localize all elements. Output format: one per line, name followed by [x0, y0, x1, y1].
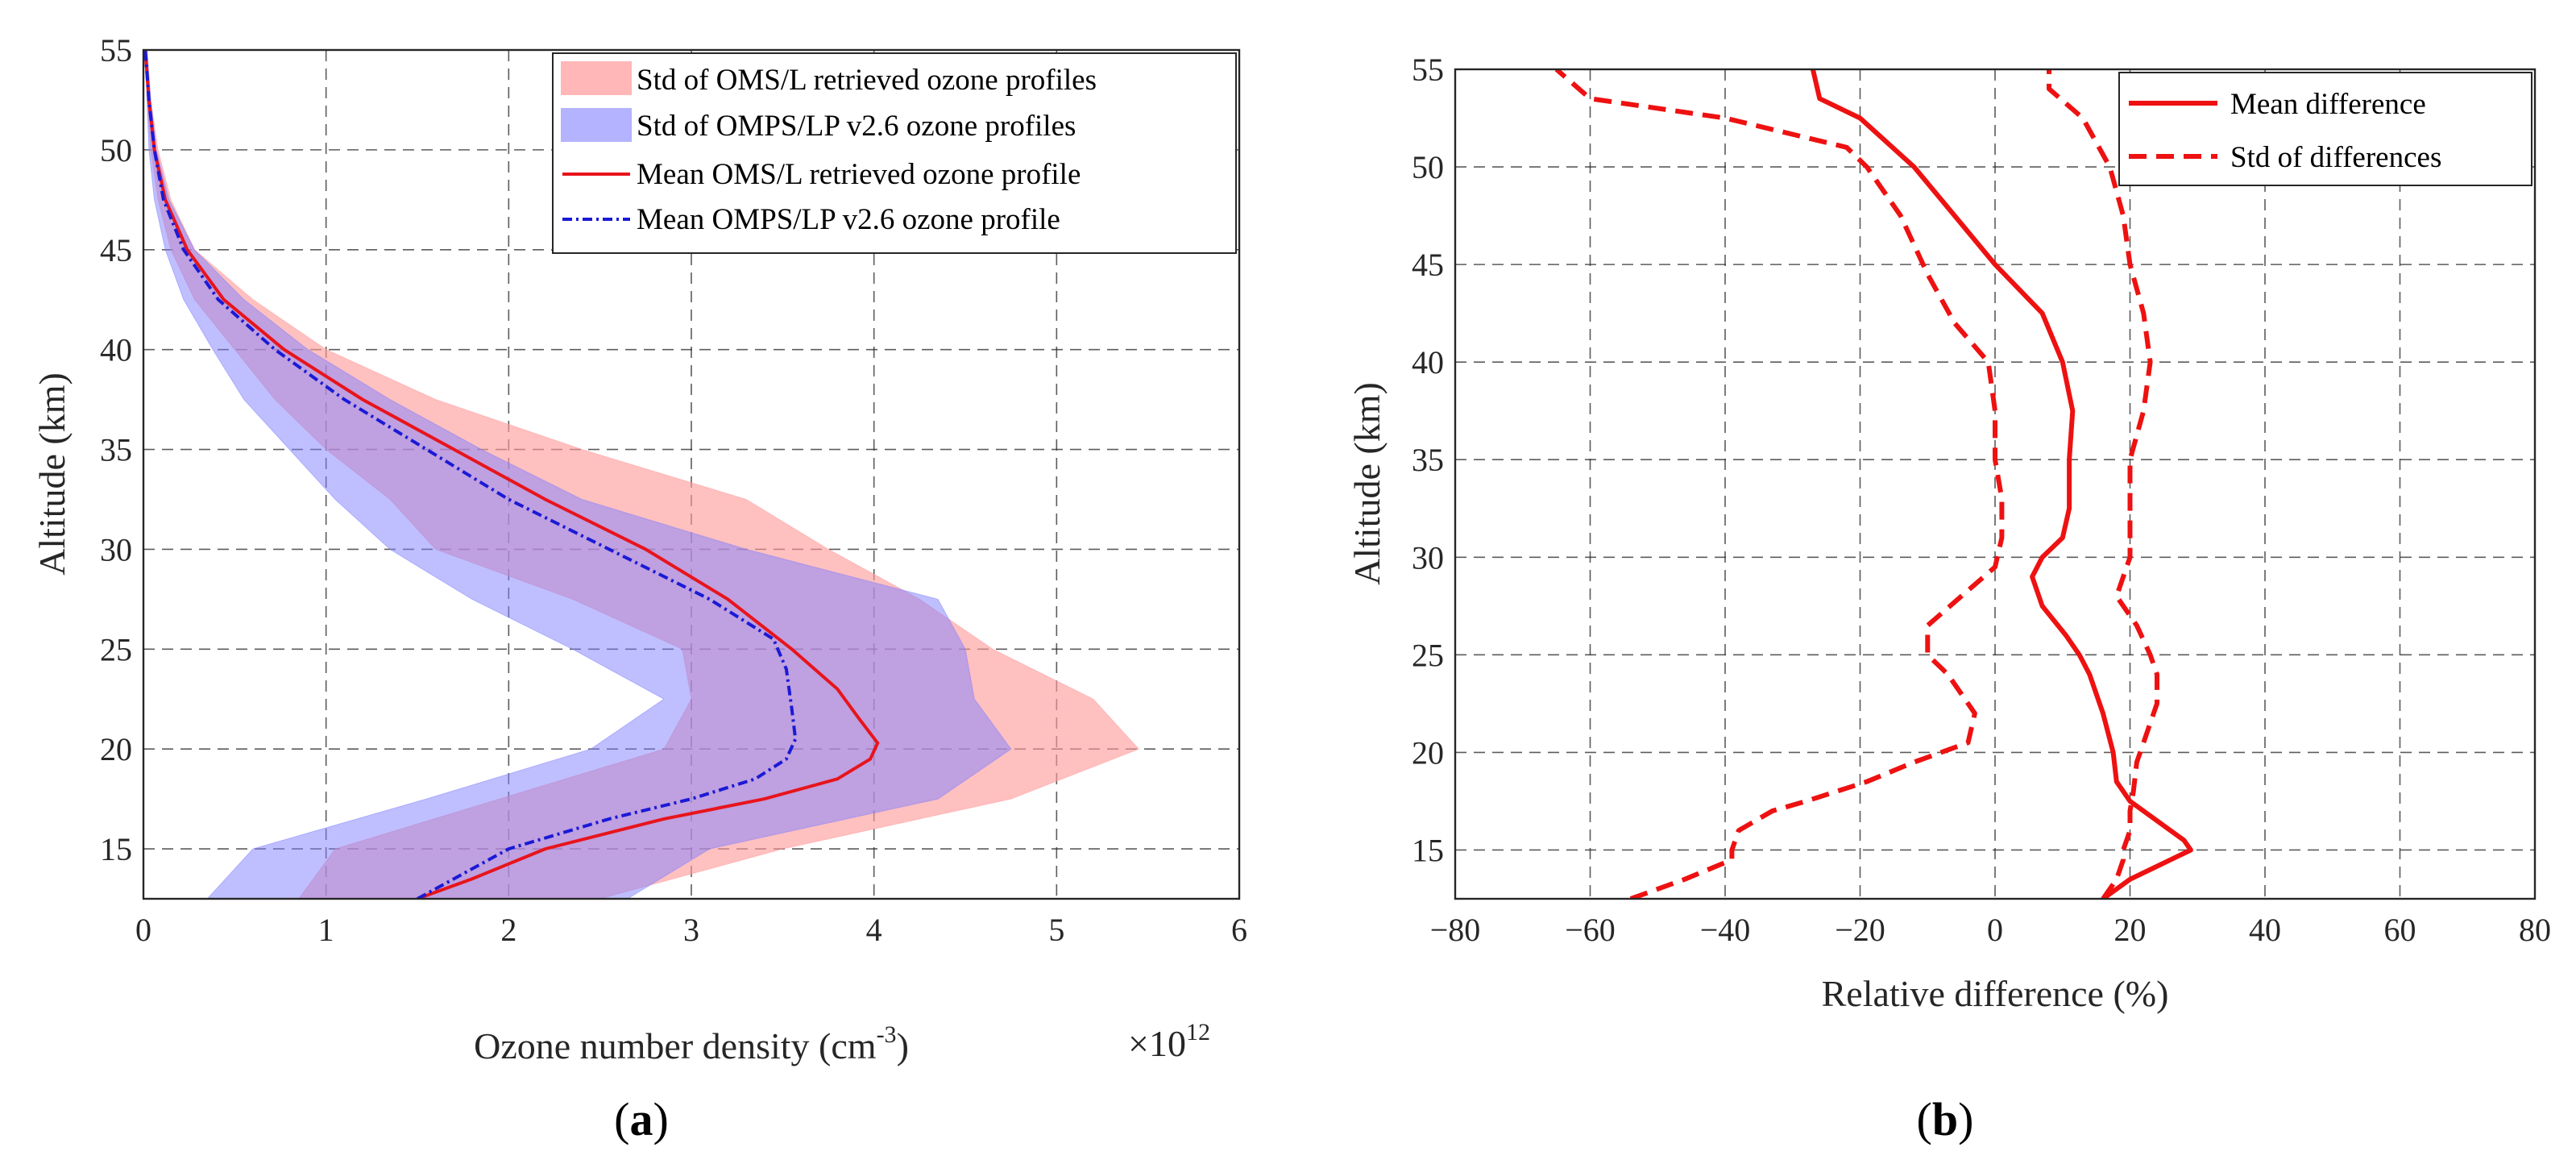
- y-tick-label: 55: [100, 32, 132, 69]
- panel-a-y-ticks: 15 20 25 30 35 40 45 50 55: [100, 32, 132, 867]
- x-tick-label: 2: [500, 912, 516, 948]
- y-tick-label: 50: [100, 132, 132, 168]
- panel-b-y-axis-label: Altitude (km): [1346, 382, 1388, 585]
- panel-b-chart: −80 −60 −40 −20 0 20 40 60 80 15 20 25 30 35 40 45 50 55…: [1346, 52, 2551, 1145]
- x-tick-label: −40: [1700, 912, 1751, 948]
- x-tick-label: −60: [1565, 912, 1616, 948]
- panel-b-lines: [1554, 69, 2193, 899]
- x-tick-label: −20: [1835, 912, 1885, 948]
- legend-label-omps-mean: Mean OMPS/LP v2.6 ozone profile: [637, 203, 1060, 236]
- panel-a-y-axis-label: Altitude (km): [31, 372, 73, 576]
- x-tick-label: 60: [2384, 912, 2416, 948]
- y-tick-label: 30: [100, 531, 132, 567]
- legend-label-mean-difference: Mean difference: [2230, 88, 2426, 121]
- y-tick-label: 30: [1412, 539, 1444, 576]
- x-tick-label: 1: [318, 912, 334, 948]
- panel-a-x-axis-label: Ozone number density (cm-3): [474, 1021, 909, 1066]
- x-tick-label: 4: [866, 912, 882, 948]
- y-tick-label: 55: [1412, 52, 1444, 88]
- y-tick-label: 20: [100, 731, 132, 767]
- y-tick-label: 25: [100, 631, 132, 667]
- panel-a-x-ticks: 0 1 2 3 4 5 6: [135, 912, 1247, 948]
- panel-a-legend-box: [552, 52, 1237, 254]
- std-lower-line: [1554, 69, 2005, 899]
- x-tick-label: 0: [1987, 912, 2003, 948]
- oms-mean-line: [143, 50, 880, 899]
- x-tick-label: 6: [1231, 912, 1247, 948]
- x-tick-label: 80: [2519, 912, 2551, 948]
- x-tick-label: 40: [2249, 912, 2281, 948]
- x-tick-label: 5: [1048, 912, 1064, 948]
- y-tick-label: 45: [1412, 247, 1444, 283]
- y-tick-label: 15: [1412, 832, 1444, 868]
- panel-a-axes-box: [142, 48, 1241, 900]
- legend-label-oms-mean: Mean OMS/L retrieved ozone profile: [637, 158, 1081, 191]
- panel-a-lines: [143, 50, 880, 899]
- omps-std-band: [144, 50, 1012, 899]
- panel-a-legend: Std of OMS/L retrieved ozone profiles St…: [552, 52, 1237, 254]
- panel-b-legend: Mean difference Std of differences: [2118, 72, 2532, 186]
- legend-label-oms-std: Std of OMS/L retrieved ozone profiles: [637, 64, 1097, 97]
- y-tick-label: 45: [100, 232, 132, 268]
- panel-a-caption: (a): [614, 1093, 669, 1145]
- x-tick-label: 3: [683, 912, 699, 948]
- y-tick-label: 35: [100, 432, 132, 468]
- y-tick-label: 20: [1412, 734, 1444, 771]
- y-tick-label: 35: [1412, 442, 1444, 478]
- y-tick-label: 40: [100, 332, 132, 368]
- legend-label-std-differences: Std of differences: [2230, 141, 2441, 174]
- panel-b-axes-box: [1454, 68, 2537, 900]
- panel-b-x-axis-label: Relative difference (%): [1822, 973, 2169, 1014]
- legend-label-omps-std: Std of OMPS/LP v2.6 ozone profiles: [637, 110, 1076, 143]
- panel-b-y-ticks: 15 20 25 30 35 40 45 50 55: [1412, 52, 1444, 868]
- x-tick-label: 20: [2114, 912, 2147, 948]
- panel-b-x-ticks: −80 −60 −40 −20 0 20 40 60 80: [1430, 912, 2551, 948]
- std-upper-line: [2047, 69, 2159, 899]
- panel-b-legend-box: [2118, 72, 2532, 186]
- x-tick-label: 0: [135, 912, 151, 948]
- legend-swatch-omps-std: [561, 108, 632, 142]
- legend-swatch-oms-std: [561, 61, 632, 95]
- panel-a-x-multiplier: ×1012: [1128, 1019, 1210, 1064]
- y-tick-label: 40: [1412, 344, 1444, 380]
- y-tick-label: 25: [1412, 637, 1444, 673]
- x-tick-label: −80: [1430, 912, 1481, 948]
- mean-difference-line: [1810, 69, 2193, 899]
- y-tick-label: 50: [1412, 149, 1444, 185]
- omps-mean-line: [143, 50, 798, 899]
- panel-b-caption: (b): [1917, 1093, 1974, 1145]
- y-tick-label: 15: [100, 831, 132, 867]
- panel-a-bands: [144, 50, 1140, 899]
